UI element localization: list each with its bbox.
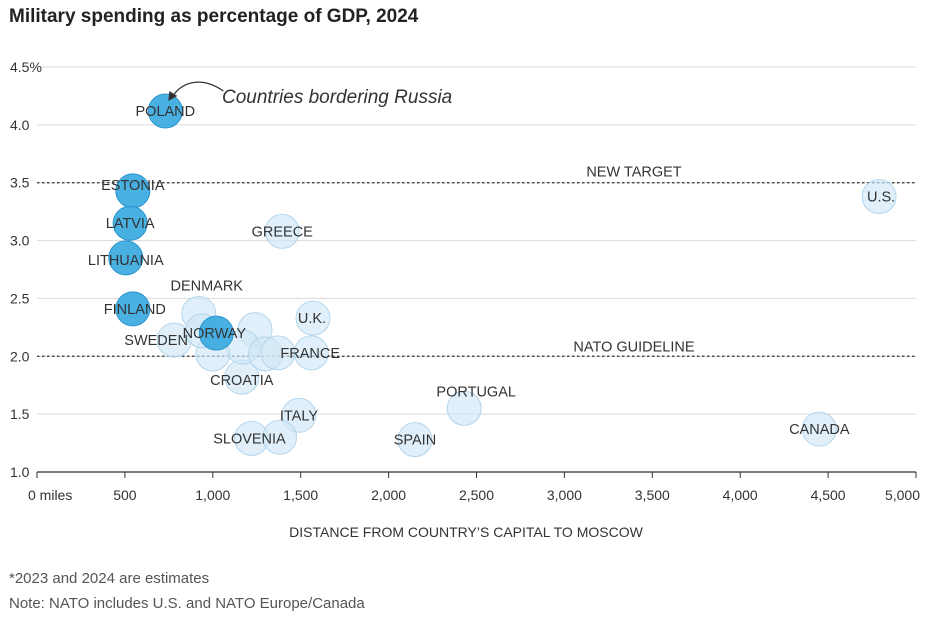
point-label: ITALY — [280, 408, 318, 424]
point-label: DENMARK — [170, 278, 243, 294]
point-label: SPAIN — [394, 433, 436, 449]
point-u-k — [295, 300, 331, 336]
x-tick-label: 3,500 — [635, 487, 670, 503]
y-tick-label: 2.0 — [10, 348, 30, 364]
point-canada — [801, 411, 837, 447]
point-label: GREECE — [252, 224, 314, 240]
point-label: CROATIA — [210, 373, 274, 389]
point-poland — [147, 93, 183, 129]
data-points — [108, 93, 897, 458]
point-lithuania — [108, 240, 144, 276]
point-label: NORWAY — [183, 326, 247, 342]
footnote-nato: Note: NATO includes U.S. and NATO Europe… — [9, 595, 365, 612]
point-label: FINLAND — [104, 302, 166, 318]
point-label: LATVIA — [106, 216, 155, 232]
point-latvia — [112, 205, 148, 241]
x-axis-title: DISTANCE FROM COUNTRY’S CAPITAL TO MOSCO… — [289, 524, 643, 540]
footnote-estimates: *2023 and 2024 are estimates — [9, 570, 210, 587]
y-tick-label: 4.0 — [10, 117, 30, 133]
point-label: POLAND — [136, 104, 196, 120]
reference-label-nato-guideline: NATO GUIDELINE — [573, 339, 694, 355]
point-label: U.K. — [298, 311, 326, 327]
reference-label-new-target: NEW TARGET — [586, 165, 681, 181]
point-spain — [397, 422, 433, 458]
point-finland — [115, 291, 151, 327]
point-norway — [198, 315, 234, 351]
x-tick-label: 4,500 — [811, 487, 846, 503]
x-tick-label: 1,000 — [195, 487, 230, 503]
annotation-group: Countries bordering Russia — [168, 81, 452, 108]
point-label: U.S. — [867, 190, 895, 206]
point-label: CANADA — [789, 422, 850, 438]
x-tick-label: 2,000 — [371, 487, 406, 503]
point-portugal — [446, 390, 482, 426]
reference-lines: NEW TARGET NATO GUIDELINE — [37, 165, 916, 357]
y-tick-label: 4.5% — [10, 59, 42, 75]
y-tick-label: 3.5 — [10, 175, 30, 191]
point-label: SLOVENIA — [213, 431, 286, 447]
x-tick-label: 2,500 — [459, 487, 494, 503]
x-tick-label: 500 — [113, 487, 137, 503]
point-label: ESTONIA — [101, 178, 165, 194]
y-tick-label: 3.0 — [10, 233, 30, 249]
point-label: FRANCE — [280, 346, 340, 362]
x-tick-label: 3,000 — [547, 487, 582, 503]
annotation-text: Countries bordering Russia — [222, 87, 452, 108]
x-tick-label: 1,500 — [283, 487, 318, 503]
annotation-arrow — [171, 81, 224, 98]
y-tick-label: 1.0 — [10, 464, 30, 480]
point-label: PORTUGAL — [436, 384, 516, 400]
y-tick-label: 2.5 — [10, 290, 30, 306]
point-unlabeled — [260, 335, 296, 371]
chart-title: Military spending as percentage of GDP, … — [9, 6, 419, 27]
y-tick-label: 1.5 — [10, 406, 30, 422]
annotation-arrowhead — [168, 90, 178, 101]
point-labels: POLAND ESTONIA LATVIA LITHUANIA FINLAND NORWA… — [88, 104, 895, 449]
point-label: LITHUANIA — [88, 253, 164, 269]
x-tick-label: 0 miles — [28, 487, 72, 503]
axes: 1.0 1.5 2.0 2.5 3.0 3.5 4.0 4.5% 0 miles 500 1,000… — [10, 59, 920, 540]
x-tick-label: 5,000 — [885, 487, 920, 503]
point-unlabeled — [262, 419, 298, 455]
point-u-s — [861, 179, 897, 215]
point-label: SWEDEN — [124, 333, 188, 349]
x-tick-label: 4,000 — [723, 487, 758, 503]
point-greece — [264, 213, 300, 249]
